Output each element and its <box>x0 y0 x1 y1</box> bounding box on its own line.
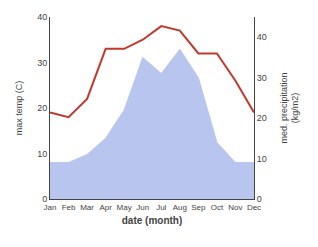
svg-text:0: 0 <box>42 194 47 204</box>
svg-text:40: 40 <box>257 32 267 42</box>
svg-text:Oct: Oct <box>211 203 224 212</box>
svg-text:date (month): date (month) <box>122 215 183 226</box>
svg-text:0: 0 <box>257 194 262 204</box>
svg-text:Mar: Mar <box>80 203 94 212</box>
svg-text:Feb: Feb <box>62 203 76 212</box>
svg-text:Jan: Jan <box>44 203 57 212</box>
svg-text:Jun: Jun <box>136 203 149 212</box>
svg-text:40: 40 <box>37 12 47 22</box>
svg-text:May: May <box>117 203 132 212</box>
svg-text:30: 30 <box>257 73 267 83</box>
svg-text:med. precipitation(kg/m2): med. precipitation(kg/m2) <box>279 72 301 143</box>
svg-text:Nov: Nov <box>228 203 242 212</box>
svg-text:Dec: Dec <box>247 203 261 212</box>
svg-text:Aug: Aug <box>173 203 187 212</box>
svg-text:10: 10 <box>257 154 267 164</box>
svg-text:Sep: Sep <box>191 203 206 212</box>
svg-text:Jul: Jul <box>156 203 166 212</box>
svg-text:20: 20 <box>257 113 267 123</box>
svg-text:30: 30 <box>37 58 47 68</box>
svg-text:max temp (C): max temp (C) <box>14 81 24 136</box>
svg-text:Apr: Apr <box>99 203 112 212</box>
svg-text:10: 10 <box>37 149 47 159</box>
svg-text:20: 20 <box>37 103 47 113</box>
